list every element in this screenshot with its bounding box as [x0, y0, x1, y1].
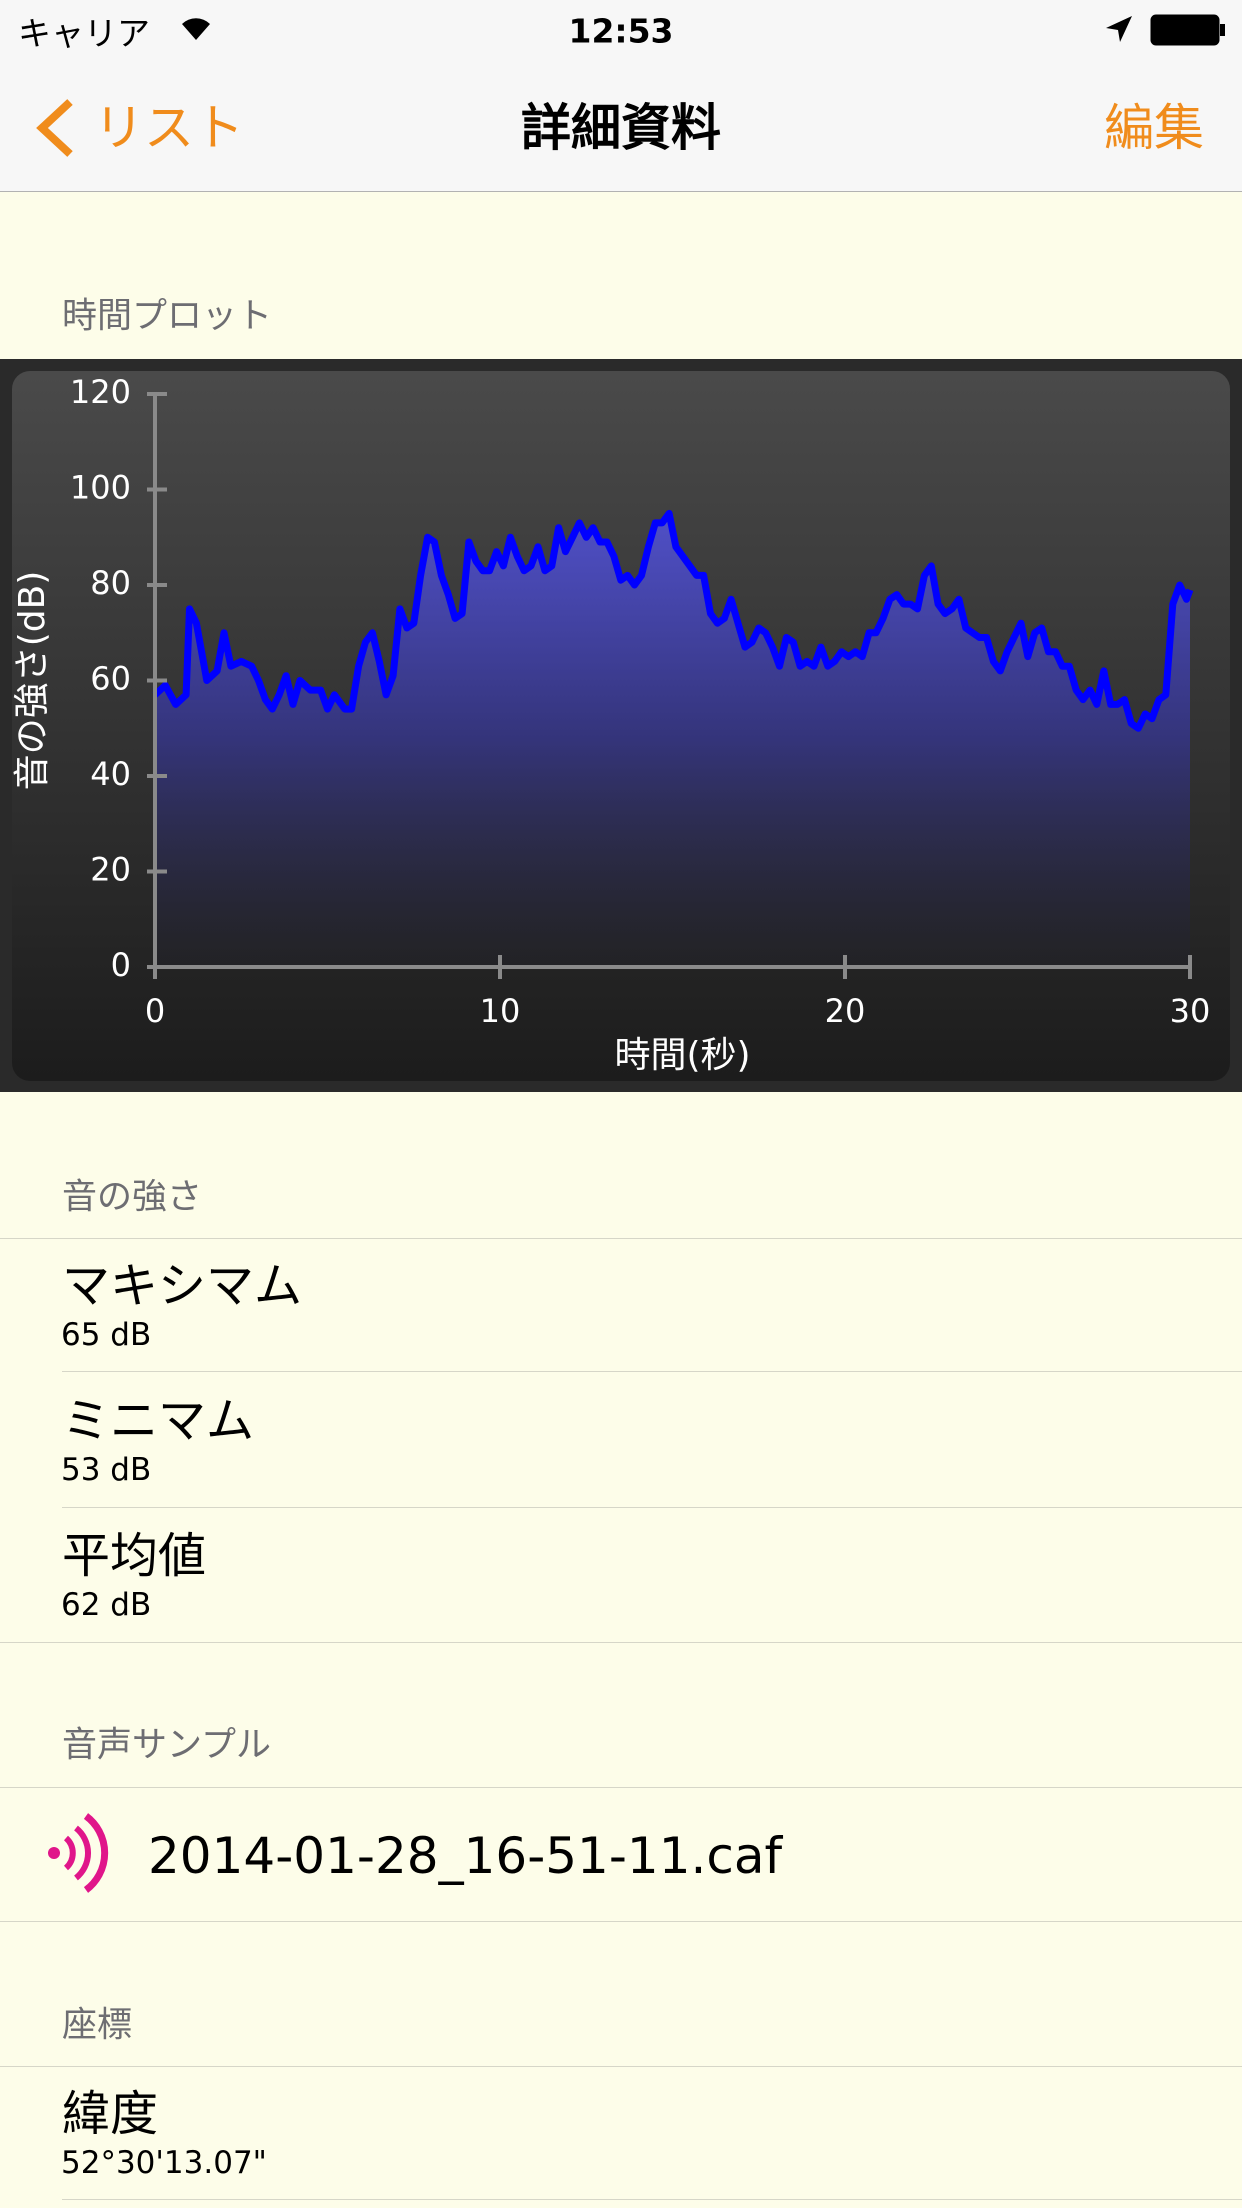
location-icon	[1106, 16, 1132, 42]
nav-title: 詳細資料	[521, 99, 721, 157]
y-tick-label: 80	[90, 564, 131, 602]
sound-icon	[48, 1813, 109, 1893]
separator	[62, 1371, 1242, 1372]
carrier: キャリア	[18, 14, 150, 53]
chart: 0 20 40 60 80 100 120 0 10 20 30 時間(秒) 音の強さ(dB)	[0, 359, 1242, 1092]
separator	[0, 1787, 1242, 1788]
nav-bar	[0, 0, 1242, 192]
y-tick-label: 60	[90, 660, 131, 698]
section-header: 時間プロット	[62, 296, 273, 337]
file-name[interactable]: 2014-01-28_16-51-11.caf	[148, 1827, 783, 1885]
y-tick-label: 0	[111, 946, 131, 984]
y-tick-label: 40	[90, 755, 131, 793]
row-title: 平均値	[62, 1528, 207, 1584]
separator	[0, 1238, 1242, 1239]
edit-button[interactable]: 編集	[1104, 99, 1204, 157]
y-tick-label: 120	[70, 373, 131, 411]
back-chevron[interactable]	[34, 96, 78, 160]
row-detail: 52°30'13.07"	[61, 2145, 267, 2181]
row-title: 緯度	[62, 2086, 159, 2142]
row-title: ミニマム	[62, 1393, 255, 1449]
clock: 12:53	[568, 11, 674, 51]
x-tick-label: 0	[145, 992, 165, 1030]
y-axis-label: 音の強さ(dB)	[12, 571, 53, 791]
back-button[interactable]: リスト	[94, 99, 244, 157]
separator	[62, 1507, 1242, 1508]
section-header: 音声サンプル	[62, 1725, 271, 1766]
row-detail: 62 dB	[61, 1587, 152, 1623]
separator	[0, 2066, 1242, 2067]
row-title: マキシマム	[62, 1258, 303, 1314]
x-tick-label: 10	[480, 992, 521, 1030]
separator	[0, 1921, 1242, 1922]
x-tick-label: 30	[1170, 992, 1211, 1030]
line	[152, 509, 1194, 732]
x-tick-label: 20	[825, 992, 866, 1030]
wifi-icon	[182, 18, 210, 40]
separator	[62, 2199, 1242, 2200]
row-detail: 53 dB	[61, 1452, 152, 1488]
battery-icon	[1150, 14, 1225, 46]
section-header: 音の強さ	[62, 1177, 203, 1218]
y-tick-label: 20	[90, 851, 131, 889]
x-axis-label: 時間(秒)	[614, 1035, 750, 1076]
separator	[0, 1642, 1242, 1643]
y-tick-label: 100	[70, 469, 131, 507]
row-detail: 65 dB	[61, 1317, 152, 1353]
section-header: 座標	[62, 2005, 133, 2046]
